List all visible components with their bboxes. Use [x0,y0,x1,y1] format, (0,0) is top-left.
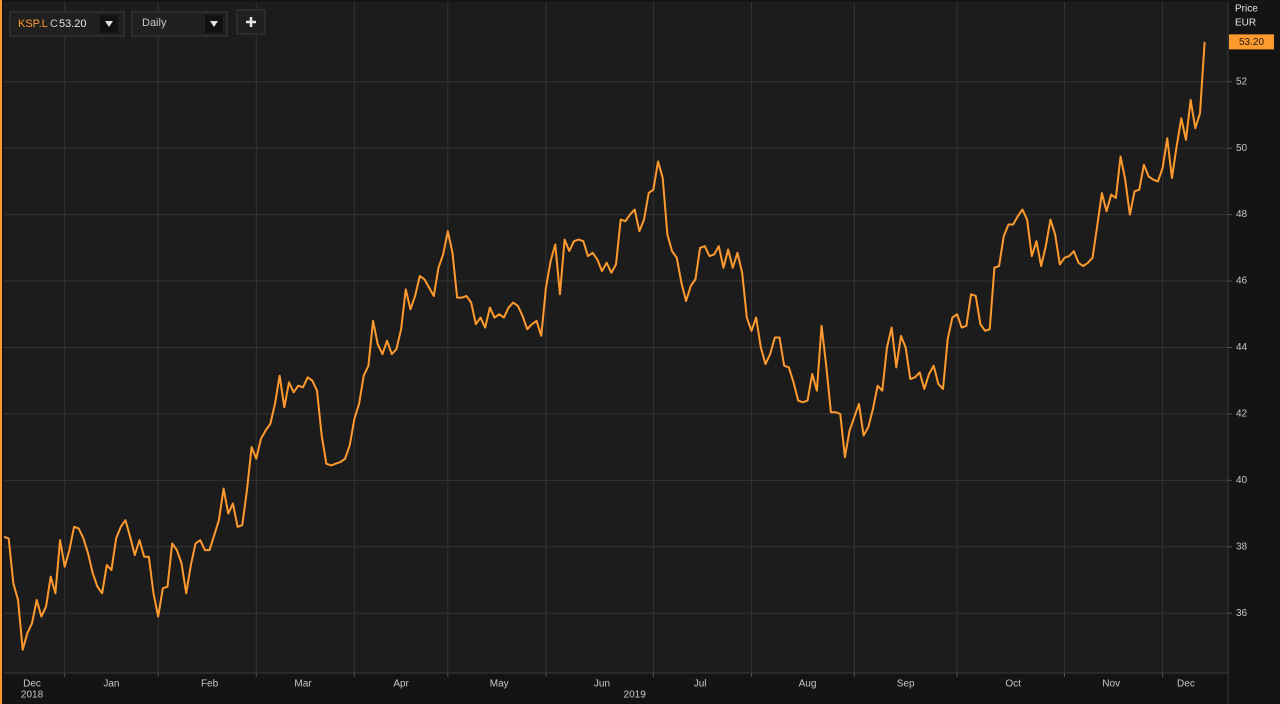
dropdown-arrow [210,21,218,27]
x-tick-label: May [490,679,509,690]
add-button[interactable] [236,9,266,35]
y-tick-label: 50 [1236,143,1248,154]
symbol-selector[interactable]: KSP.L C 53.20 [9,11,125,37]
year-label: 2019 [624,690,647,701]
y-axis-title: Price [1235,4,1258,15]
y-tick-label: 46 [1236,276,1248,287]
x-tick-label: Jan [103,679,119,690]
close-prefix: C [50,18,58,30]
interval-selector[interactable]: Daily [131,11,228,37]
interval: Daily [142,17,167,29]
y-tick-label: 44 [1236,342,1248,353]
x-tick-label: Dec [23,679,41,690]
y-tick-label: 40 [1236,475,1248,486]
x-tick-label: Dec [1177,679,1195,690]
x-tick-label: Sep [897,679,915,690]
y-tick-label: 38 [1236,541,1248,552]
add-icon [246,17,256,27]
symbol: KSP.L [18,18,48,30]
dropdown-arrow [105,21,113,27]
x-tick-label: Feb [201,679,219,690]
x-tick-label: Jul [694,679,707,690]
price-line [3,41,1206,651]
y-tick-label: 36 [1236,608,1248,619]
y-tick-label: 52 [1236,76,1248,87]
year-label: 2018 [21,690,44,701]
plot-area [4,2,1228,673]
x-tick-label: Aug [799,679,817,690]
y-tick-label: 48 [1236,209,1248,220]
last-price-badge [1229,34,1274,50]
x-tick-label: Mar [294,679,312,690]
x-tick-label: Oct [1005,679,1021,690]
marks [3,41,1206,651]
y-tick-label: 42 [1236,409,1248,420]
x-tick-label: Apr [393,679,409,690]
x-tick-label: Jun [594,679,610,690]
y-axis-unit: EUR [1235,18,1256,29]
close-price: 53.20 [59,18,87,30]
x-tick-label: Nov [1102,679,1120,690]
grid [4,2,1232,677]
last-price-label: 53.20 [1239,37,1264,48]
